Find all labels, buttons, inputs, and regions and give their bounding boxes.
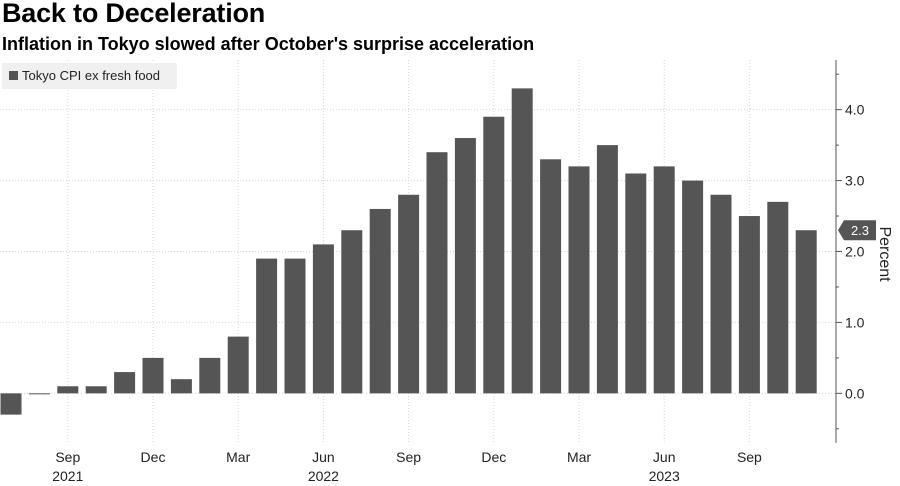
legend-swatch	[9, 71, 18, 80]
bar-2021-08	[28, 393, 50, 395]
bar-2021-12	[142, 357, 164, 394]
bar-2022-10	[426, 152, 448, 394]
bar-2023-06	[653, 166, 675, 394]
bar-2023-10	[767, 201, 789, 394]
x-tick-label: Dec	[481, 449, 506, 465]
bar-2022-07	[341, 230, 363, 394]
bar-2022-02	[199, 357, 221, 394]
last-value-marker-shape	[838, 220, 876, 241]
x-tick-label: Jun	[312, 449, 335, 465]
bar-2023-08	[710, 194, 732, 394]
bar-2021-11	[114, 372, 136, 394]
bar-2022-01	[170, 379, 192, 394]
y-axis-label: Percent	[876, 226, 893, 282]
x-tick-label: Sep	[737, 449, 762, 465]
y-tick-label: 1.0	[845, 314, 865, 330]
bar-2022-05	[284, 258, 306, 394]
bars	[0, 88, 817, 415]
bar-2023-03	[568, 166, 590, 394]
bar-2023-07	[682, 180, 704, 394]
bar-2021-07	[0, 393, 22, 415]
x-tick-label: Mar	[226, 449, 250, 465]
axes: 0.0 1.0 2.0 3.0 4.0 Sep 2021 Dec Mar Jun 2022 Sep De…	[52, 60, 865, 484]
x-tick-label: Dec	[141, 449, 166, 465]
y-tick-label: 3.0	[845, 173, 865, 189]
bar-2022-04	[256, 258, 278, 394]
bar-2022-11	[454, 138, 476, 394]
x-tick-label: Mar	[567, 449, 591, 465]
bar-2021-10	[85, 386, 107, 394]
bar-2022-12	[483, 116, 505, 394]
bar-2023-01	[511, 88, 533, 394]
legend: Tokyo CPI ex fresh food	[2, 63, 177, 89]
x-year-label: 2021	[52, 468, 83, 484]
bar-2022-06	[312, 244, 334, 394]
y-tick-label: 0.0	[845, 385, 865, 401]
last-value-marker: 2.3	[838, 220, 876, 241]
bar-2022-03	[227, 336, 249, 394]
legend-background	[2, 63, 177, 89]
bar-2023-09	[738, 216, 760, 394]
y-tick-label: 2.0	[845, 244, 865, 260]
last-value-marker-label: 2.3	[851, 223, 869, 238]
x-year-label: 2022	[308, 468, 339, 484]
x-tick-label: Sep	[396, 449, 421, 465]
legend-label: Tokyo CPI ex fresh food	[22, 68, 160, 83]
y-tick-label: 4.0	[845, 102, 865, 118]
bar-2022-08	[369, 208, 391, 394]
x-tick-label: Jun	[653, 449, 676, 465]
chart-title: Back to Deceleration	[2, 0, 266, 28]
bar-2021-09	[57, 386, 79, 394]
bar-2023-05	[625, 173, 647, 394]
bar-2023-04	[596, 145, 618, 394]
chart-subtitle: Inflation in Tokyo slowed after October'…	[2, 34, 535, 54]
x-tick-label: Sep	[55, 449, 80, 465]
bar-2022-09	[398, 194, 420, 394]
bar-2023-11	[795, 230, 817, 394]
x-year-label: 2023	[649, 468, 680, 484]
bar-2023-02	[540, 159, 562, 394]
